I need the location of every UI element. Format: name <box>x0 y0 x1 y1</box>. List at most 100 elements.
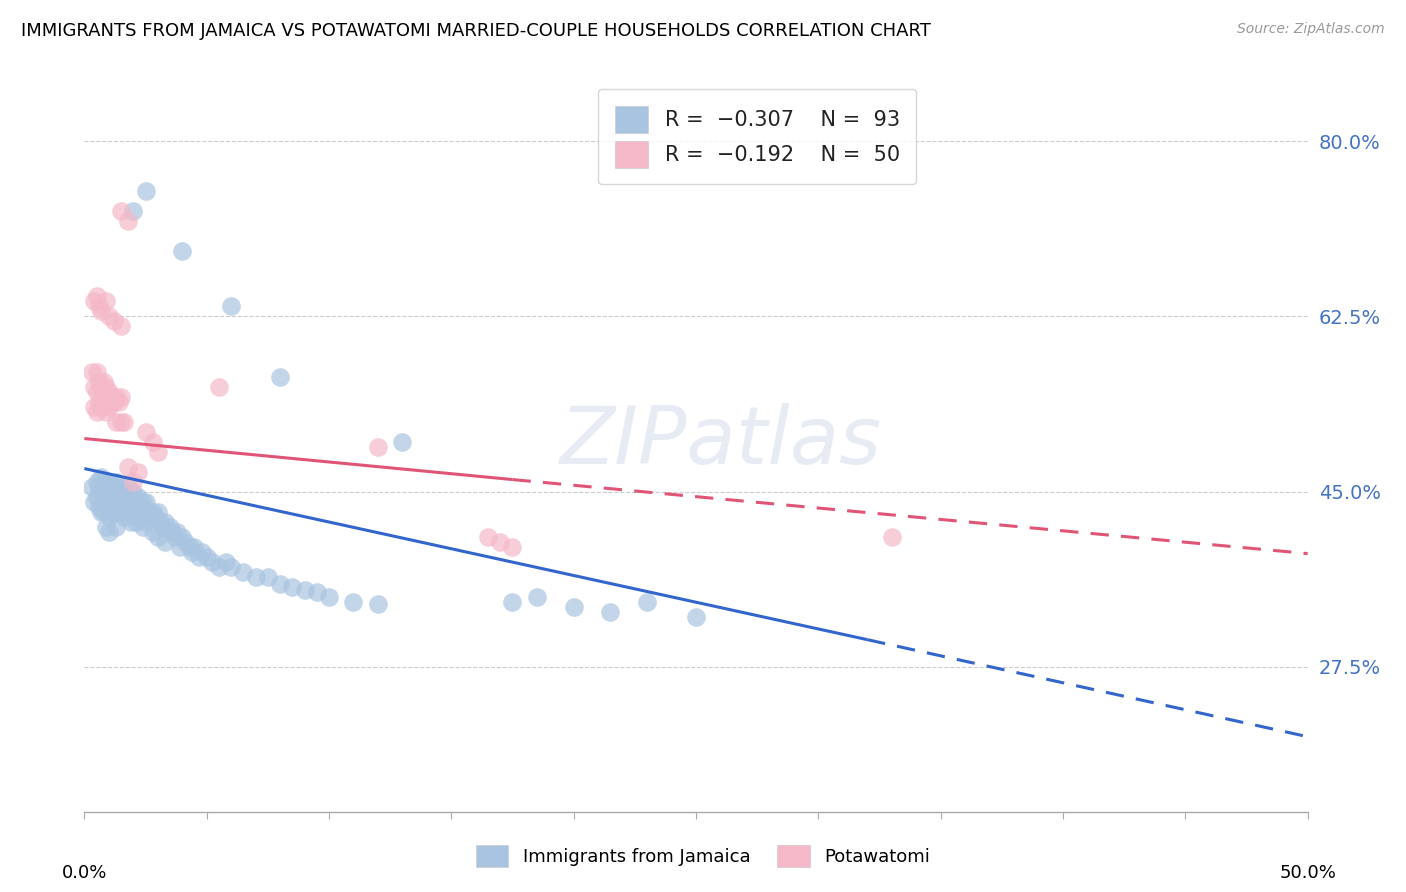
Point <box>87 300 110 314</box>
Point <box>127 465 149 479</box>
Point <box>103 505 125 519</box>
Point <box>80 479 103 493</box>
Text: 50.0%: 50.0% <box>1279 863 1336 881</box>
Point <box>146 444 169 458</box>
Point <box>191 544 214 558</box>
Point <box>103 479 125 493</box>
Point <box>97 384 120 399</box>
Point <box>195 549 218 564</box>
Text: Source: ZipAtlas.com: Source: ZipAtlas.com <box>1237 22 1385 37</box>
Point <box>179 540 201 554</box>
Point <box>100 484 122 499</box>
Point <box>127 490 149 504</box>
Point <box>97 524 120 539</box>
Point <box>110 479 132 493</box>
Point <box>117 500 139 514</box>
Point <box>880 530 903 544</box>
Point <box>112 490 135 504</box>
Point <box>117 459 139 474</box>
Point <box>105 415 128 429</box>
Point <box>502 540 524 554</box>
Point <box>87 375 110 389</box>
Point <box>152 519 174 533</box>
Point <box>110 390 132 404</box>
Point <box>97 509 120 524</box>
Point <box>93 490 115 504</box>
Point <box>127 509 149 524</box>
Point <box>117 479 139 493</box>
Point <box>86 364 108 378</box>
Point <box>97 475 120 489</box>
Point <box>219 300 242 314</box>
Point <box>136 505 159 519</box>
Point <box>143 509 166 524</box>
Point <box>599 605 621 619</box>
Point <box>90 469 112 483</box>
Point <box>97 310 120 324</box>
Point <box>100 500 122 514</box>
Point <box>526 590 548 604</box>
Point <box>96 379 118 393</box>
Point <box>636 594 658 608</box>
Point <box>122 204 145 219</box>
Point <box>142 434 165 449</box>
Point <box>96 404 118 418</box>
Point <box>342 594 364 608</box>
Point <box>153 534 176 549</box>
Point <box>294 582 316 597</box>
Point <box>142 524 165 539</box>
Point <box>257 569 280 583</box>
Point <box>96 294 118 309</box>
Point <box>86 289 108 303</box>
Point <box>502 594 524 608</box>
Point <box>391 434 413 449</box>
Point <box>103 314 125 328</box>
Point <box>125 515 148 529</box>
Point <box>269 369 291 384</box>
Point <box>367 440 389 454</box>
Point <box>562 599 585 614</box>
Point <box>477 530 499 544</box>
Point <box>110 500 132 514</box>
Point <box>162 524 184 539</box>
Point <box>87 479 110 493</box>
Point <box>87 394 110 409</box>
Point <box>105 494 128 508</box>
Point <box>83 294 105 309</box>
Point <box>208 559 231 574</box>
Point <box>103 394 125 409</box>
Point <box>86 475 108 489</box>
Point <box>153 515 176 529</box>
Point <box>120 490 142 504</box>
Point <box>97 490 120 504</box>
Point <box>90 400 112 414</box>
Point <box>96 519 118 533</box>
Point <box>208 379 231 393</box>
Point <box>93 375 115 389</box>
Point <box>86 404 108 418</box>
Point <box>135 494 157 508</box>
Point <box>169 540 191 554</box>
Point <box>90 304 112 318</box>
Point <box>685 609 707 624</box>
Point <box>135 425 157 439</box>
Point <box>105 519 128 533</box>
Point <box>146 530 169 544</box>
Point <box>172 530 194 544</box>
Point <box>86 490 108 504</box>
Point <box>115 484 138 499</box>
Point <box>139 509 162 524</box>
Point <box>129 500 152 514</box>
Point <box>112 415 135 429</box>
Point <box>86 384 108 399</box>
Point <box>115 505 138 519</box>
Point <box>107 394 129 409</box>
Point <box>245 569 267 583</box>
Point <box>166 524 188 539</box>
Point <box>80 364 103 378</box>
Point <box>110 319 132 334</box>
Point <box>117 214 139 228</box>
Point <box>132 494 155 508</box>
Point <box>135 515 157 529</box>
Point <box>281 580 304 594</box>
